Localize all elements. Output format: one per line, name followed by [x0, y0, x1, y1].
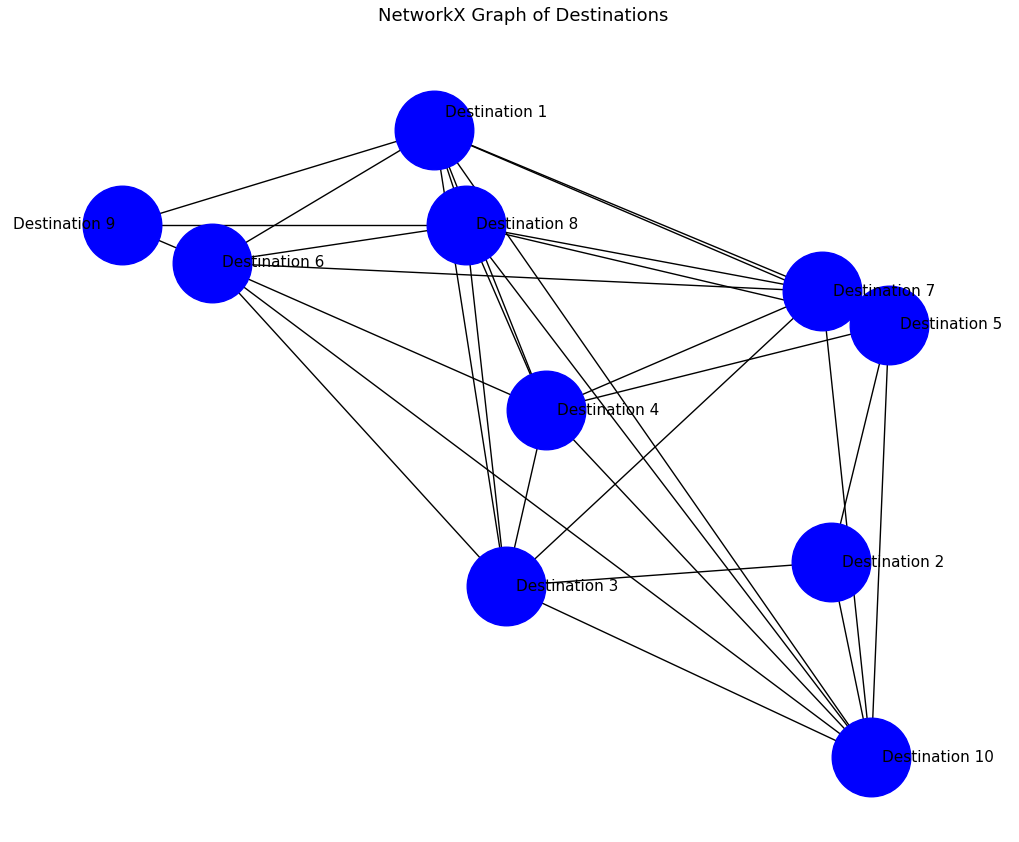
Title: NetworkX Graph of Destinations: NetworkX Graph of Destinations [378, 7, 668, 25]
Text: Destination 10: Destination 10 [881, 749, 994, 765]
Text: Destination 3: Destination 3 [517, 578, 619, 594]
Text: Destination 8: Destination 8 [476, 217, 579, 232]
Point [497, 579, 514, 593]
Point [204, 256, 220, 269]
Text: Destination 4: Destination 4 [556, 402, 659, 418]
Point [114, 218, 130, 232]
Text: Destination 5: Destination 5 [900, 317, 1002, 333]
Text: Destination 1: Destination 1 [445, 105, 547, 120]
Point [538, 403, 554, 417]
Point [880, 318, 897, 332]
Point [458, 218, 474, 232]
Point [426, 123, 442, 136]
Text: Destination 7: Destination 7 [833, 284, 935, 299]
Text: Destination 9: Destination 9 [13, 217, 115, 232]
Text: Destination 6: Destination 6 [222, 255, 325, 270]
Point [814, 285, 830, 298]
Point [863, 750, 879, 764]
Text: Destination 2: Destination 2 [842, 555, 944, 570]
Point [823, 556, 840, 569]
